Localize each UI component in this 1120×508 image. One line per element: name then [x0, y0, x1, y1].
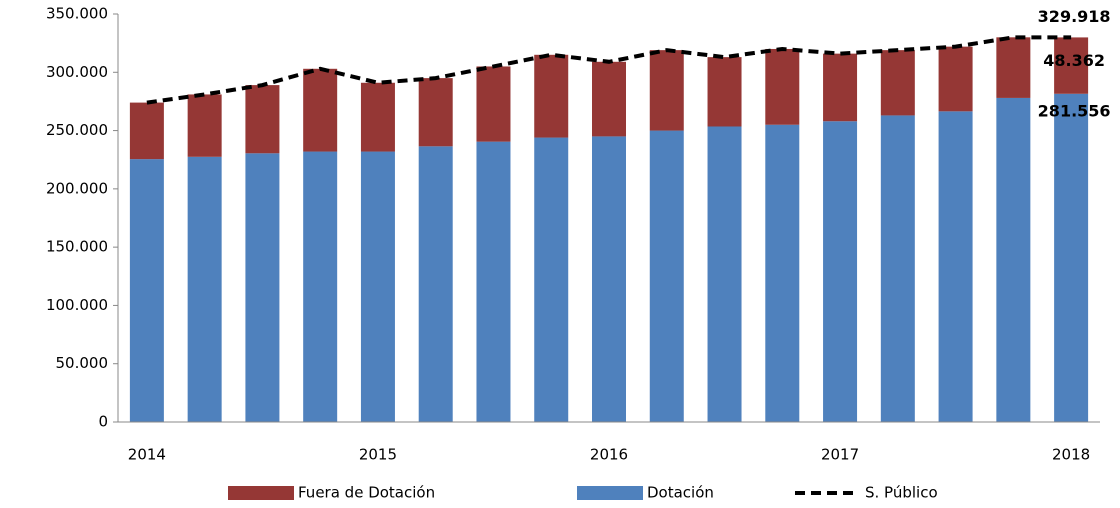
x-tick-label: 2015 [359, 446, 397, 464]
bar [534, 54, 569, 138]
bar [303, 68, 338, 152]
bar [707, 57, 742, 127]
bar [1054, 37, 1089, 94]
y-tick-label: 200.000 [46, 179, 108, 197]
bar [765, 124, 800, 422]
y-tick-label: 300.000 [46, 63, 108, 81]
bar [649, 130, 684, 423]
bar [649, 50, 684, 131]
bar [245, 153, 280, 422]
bar [187, 94, 222, 157]
bar [592, 61, 626, 137]
y-tick-label: 150.000 [46, 238, 108, 256]
y-tick-label: 50.000 [56, 354, 109, 372]
bar [360, 151, 395, 422]
x-tick-label: 2016 [590, 446, 628, 464]
bar [245, 85, 280, 154]
bar [129, 102, 164, 160]
line [146, 35, 1072, 105]
bar [765, 48, 800, 125]
y-tick-label: 350.000 [46, 5, 108, 23]
bar [996, 37, 1031, 98]
bar [418, 146, 453, 422]
y-tick-label: 250.000 [46, 121, 108, 139]
legend-label: S. Público [865, 484, 938, 502]
value-label: 329.918 [1038, 7, 1111, 26]
value-label: 281.556 [1038, 101, 1111, 120]
bar [1054, 93, 1089, 423]
bar [129, 159, 164, 423]
bar [303, 151, 338, 422]
bar [938, 46, 973, 112]
bar [823, 53, 858, 122]
bar [418, 78, 453, 147]
bar [476, 66, 511, 142]
legend-swatch [228, 486, 294, 500]
bar [707, 126, 742, 423]
bar [880, 50, 915, 116]
legend-label: Dotación [647, 484, 714, 502]
bar [187, 156, 222, 423]
bar [996, 97, 1031, 422]
bar [360, 82, 395, 152]
bar [823, 121, 858, 422]
bar [476, 141, 511, 422]
bar [938, 111, 973, 422]
y-tick-label: 100.000 [46, 296, 108, 314]
x-tick-label: 2017 [821, 446, 859, 464]
bar [534, 137, 569, 422]
x-tick-label: 2014 [128, 446, 166, 464]
legend-swatch [577, 486, 643, 500]
bar [880, 115, 915, 422]
legend-label: Fuera de Dotación [298, 484, 435, 502]
y-tick-label: 0 [98, 413, 108, 431]
bar [592, 136, 626, 422]
value-label: 48.362 [1043, 51, 1105, 70]
x-tick-label: 2018 [1052, 446, 1090, 464]
